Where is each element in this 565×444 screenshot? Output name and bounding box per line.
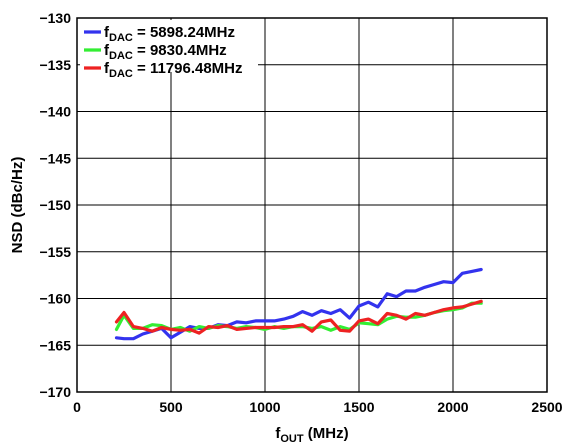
y-tick-label: −145 — [39, 150, 71, 166]
x-tick-label: 2000 — [437, 399, 468, 415]
x-tick-label: 500 — [159, 399, 183, 415]
x-axis-title-main: f — [275, 425, 281, 442]
legend-background — [80, 20, 258, 72]
tick-labels: 0 500 1000 1500 2000 2500 −130 −135 −140 −145 −150… — [39, 10, 562, 415]
legend-label-2: fDAC = 9830.4MHz — [104, 42, 227, 62]
x-tick-label: 0 — [73, 399, 81, 415]
y-tick-label: −140 — [39, 104, 71, 120]
x-tick-label: 1500 — [343, 399, 374, 415]
y-tick-label: −150 — [39, 197, 71, 213]
y-tick-label: −135 — [39, 57, 71, 73]
series-layer — [114, 267, 483, 341]
grid-lines — [77, 18, 547, 392]
y-tick-label: −155 — [39, 244, 71, 260]
y-tick-label: −170 — [39, 384, 71, 400]
legend-label-1: fDAC = 5898.24MHz — [104, 24, 235, 44]
plot-frame — [76, 17, 548, 393]
y-tick-label: −160 — [39, 291, 71, 307]
y-tick-label: −130 — [39, 10, 71, 26]
x-axis-title-sub: OUT — [280, 433, 304, 444]
legend-label-3: fDAC = 11796.48MHz — [104, 60, 243, 80]
x-tick-label: 2500 — [531, 399, 562, 415]
series-line-3 — [114, 299, 483, 335]
y-axis-title: NSD (dBc/Hz) — [9, 157, 26, 254]
y-tick-label: −165 — [39, 337, 71, 353]
x-axis-title-rest: (MHz) — [304, 425, 349, 442]
x-axis-title: fOUT (MHz) — [275, 425, 348, 444]
x-tick-label: 1000 — [249, 399, 280, 415]
series-line-1 — [114, 267, 483, 341]
